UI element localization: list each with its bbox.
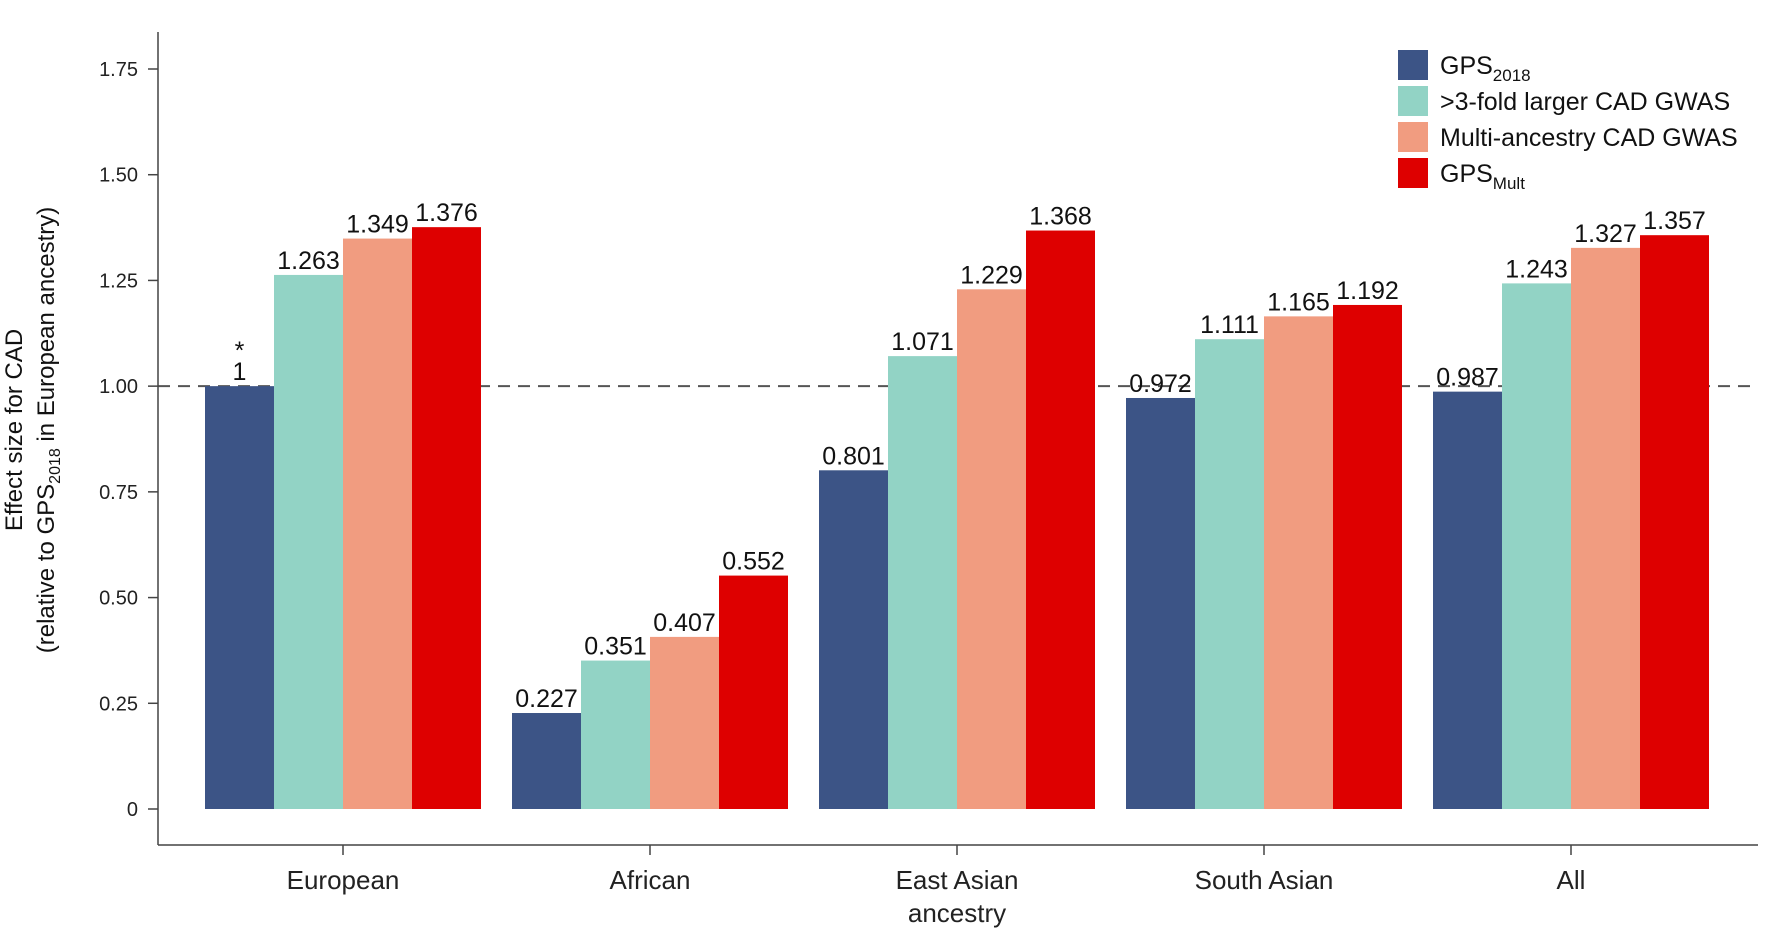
data-label: 1.349 bbox=[346, 211, 409, 239]
bar bbox=[1571, 247, 1640, 809]
bar bbox=[650, 636, 719, 809]
data-label: 1.111 bbox=[1200, 311, 1259, 339]
legend-label: GPS2018 bbox=[1440, 52, 1531, 85]
data-label: 1.357 bbox=[1643, 207, 1706, 235]
bar bbox=[1433, 391, 1502, 809]
legend-label: Multi-ancestry CAD GWAS bbox=[1440, 124, 1738, 152]
data-label: 1 bbox=[233, 358, 247, 386]
data-label: 1.229 bbox=[960, 261, 1023, 289]
y-tick-label: 1.50 bbox=[99, 165, 138, 187]
bar bbox=[1195, 339, 1264, 809]
x-tick-label: European bbox=[287, 865, 400, 895]
data-label: 1.327 bbox=[1574, 220, 1637, 248]
data-label: 1.071 bbox=[891, 328, 954, 356]
bar bbox=[957, 289, 1026, 809]
bar bbox=[1640, 235, 1709, 809]
x-tick-label: South Asian bbox=[1195, 865, 1334, 895]
data-label: 0.552 bbox=[722, 548, 785, 576]
y-tick-label: 0.25 bbox=[99, 693, 138, 715]
data-label: 0.987 bbox=[1436, 364, 1499, 392]
bar bbox=[1026, 230, 1095, 809]
legend-swatch bbox=[1398, 86, 1428, 116]
data-label: 1.243 bbox=[1505, 255, 1568, 283]
bar bbox=[412, 227, 481, 810]
data-label: 1.192 bbox=[1336, 277, 1399, 305]
bar bbox=[343, 238, 412, 809]
bar bbox=[274, 274, 343, 810]
bar bbox=[512, 713, 581, 809]
legend-label: GPSMult bbox=[1440, 160, 1525, 193]
y-tick-label: 1.75 bbox=[99, 59, 138, 81]
bar bbox=[205, 386, 274, 809]
bar bbox=[888, 356, 957, 809]
bar bbox=[581, 660, 650, 809]
data-label: 0.972 bbox=[1129, 370, 1192, 398]
bar bbox=[719, 575, 788, 809]
data-label: 0.407 bbox=[653, 609, 716, 637]
y-tick-label: 1.00 bbox=[99, 376, 138, 398]
y-tick-label: 0.50 bbox=[99, 588, 138, 610]
x-tick-label: East Asian bbox=[896, 865, 1019, 895]
data-label: 1.263 bbox=[277, 247, 340, 275]
y-tick-label: 0 bbox=[127, 799, 138, 821]
legend-swatch bbox=[1398, 158, 1428, 188]
annotation-asterisk: * bbox=[235, 337, 245, 365]
bar bbox=[819, 470, 888, 809]
legend-swatch bbox=[1398, 50, 1428, 80]
bar bbox=[1502, 283, 1571, 810]
data-label: 1.376 bbox=[415, 199, 478, 227]
x-axis-label: ancestry bbox=[908, 898, 1006, 928]
bar bbox=[1264, 316, 1333, 809]
data-label: 1.165 bbox=[1267, 288, 1330, 316]
x-tick-label: All bbox=[1557, 865, 1586, 895]
legend-swatch bbox=[1398, 122, 1428, 152]
bar bbox=[1333, 304, 1402, 809]
data-label: 1.368 bbox=[1029, 203, 1092, 231]
y-tick-label: 1.25 bbox=[99, 270, 138, 292]
y-axis-label-line1: Effect size for CAD bbox=[1, 329, 28, 531]
x-tick-label: African bbox=[610, 865, 691, 895]
bar bbox=[1126, 397, 1195, 809]
data-label: 0.801 bbox=[822, 442, 885, 470]
legend-label: >3-fold larger CAD GWAS bbox=[1440, 88, 1730, 116]
y-axis-label-line2: (relative to GPS2018 in European ancestr… bbox=[33, 207, 64, 653]
data-label: 0.227 bbox=[515, 685, 578, 713]
y-tick-label: 0.75 bbox=[99, 482, 138, 504]
data-label: 0.351 bbox=[584, 633, 647, 661]
